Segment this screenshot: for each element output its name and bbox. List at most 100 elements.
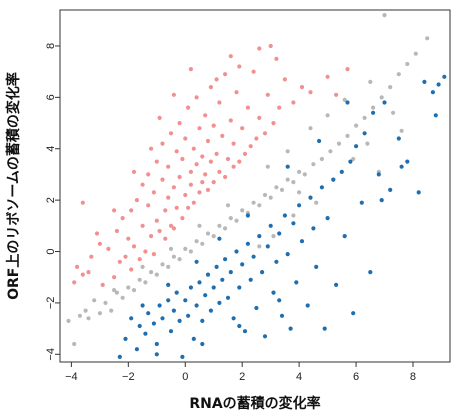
data-point [237,285,242,290]
data-point [214,151,219,156]
data-point [268,223,273,228]
data-point [399,128,404,133]
data-point [291,180,296,185]
data-point [205,138,211,144]
data-point [140,303,145,308]
data-point [134,347,139,352]
plot-frame [59,9,451,363]
data-point [100,282,105,287]
data-point [354,144,359,149]
data-point [154,159,159,164]
data-point [134,198,139,203]
data-point [143,331,148,336]
data-point [208,308,213,313]
data-point [362,115,367,120]
data-point [168,246,174,251]
data-point [237,323,242,329]
data-point [77,313,82,318]
data-point [248,277,253,282]
data-point [223,174,228,180]
data-point [89,254,94,259]
data-point [217,169,222,174]
data-point [325,216,330,221]
data-point [200,154,205,159]
data-point [166,282,171,287]
data-point [200,180,205,185]
y-tick-label: 2 [45,197,57,203]
data-point [359,200,364,205]
data-point [294,280,299,285]
data-point [322,326,327,331]
data-point [396,72,401,77]
data-point [308,90,313,95]
data-point [237,64,242,69]
data-point [200,341,205,347]
data-point [351,311,356,316]
data-point [436,82,441,87]
data-point [208,159,213,164]
data-points [66,13,447,359]
data-point [177,318,182,323]
data-point [214,77,219,82]
data-point [112,288,117,293]
data-point [131,169,137,174]
data-point [143,280,148,285]
y-tick-label: −4 [45,348,57,361]
data-point [342,97,347,102]
data-point [254,136,259,141]
data-point [379,198,384,203]
data-point [334,92,339,97]
data-point [157,115,162,120]
data-point [168,131,174,136]
data-point [240,208,245,213]
data-point [197,223,202,228]
data-point [228,216,233,221]
data-point [299,239,305,244]
data-point [240,262,245,267]
data-point [231,164,236,169]
data-point [228,54,233,59]
data-point [371,105,376,110]
data-point [391,110,396,115]
data-point [277,298,282,303]
data-point [285,252,290,257]
data-point [149,270,154,275]
data-point [345,67,350,72]
data-point [188,67,193,72]
data-point [291,100,296,105]
data-point [240,126,245,131]
data-point [188,285,193,290]
data-point [197,126,202,131]
x-tick-label: 0 [182,371,188,383]
data-point [168,223,174,228]
data-point [328,149,333,154]
x-axis-title: RNAの蓄積の変化率 [189,395,320,412]
data-point [299,85,305,90]
data-point [151,321,156,326]
data-point [254,305,259,311]
data-point [277,105,282,110]
data-point [251,254,256,259]
data-point [180,354,185,359]
data-point [265,92,270,97]
data-point [171,92,176,97]
data-point [345,133,350,138]
data-point [123,254,128,259]
data-point [271,290,276,295]
data-point [166,164,171,169]
data-point [251,69,256,74]
data-point [211,123,216,128]
data-point [297,169,302,174]
data-point [285,177,290,182]
data-point [157,228,162,234]
data-point [245,213,250,218]
data-point [174,205,179,210]
data-point [242,329,248,334]
data-point [197,190,202,195]
data-point [237,159,242,164]
data-point [274,56,279,61]
data-point [223,257,228,262]
axes: −4 −2 0 2 4 6 8 −4 −2 0 2 4 6 8 [45,43,416,383]
data-point [112,275,117,280]
